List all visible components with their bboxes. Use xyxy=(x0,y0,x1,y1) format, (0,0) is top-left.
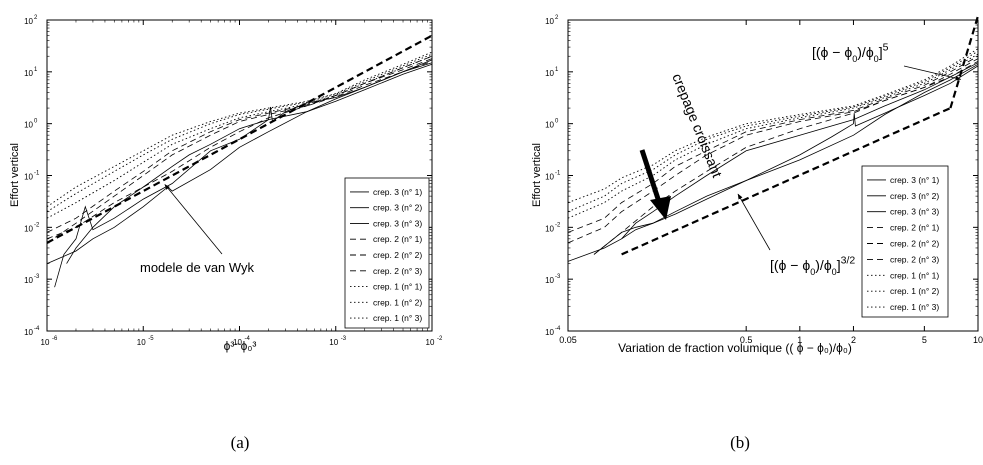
y-tick-exponent: -3 xyxy=(555,274,561,280)
legend-b: crep. 3 (n° 1) crep. 3 (n° 2) crep. 3 (n° … xyxy=(862,166,948,317)
y-tick-exponent: -2 xyxy=(34,222,40,228)
y-tick-exponent: 0 xyxy=(555,119,559,125)
x-tick-label: 10 xyxy=(41,338,50,347)
annotation-van-wyk: modele de van Wyk xyxy=(140,260,255,275)
y-tick-label: 10 xyxy=(545,224,554,233)
y-tick-exponent: -1 xyxy=(34,171,40,177)
y-tick-exponent: 1 xyxy=(555,67,559,73)
y-tick-label: 10 xyxy=(24,17,33,26)
legend-entry: crep. 2 (n° 1) xyxy=(373,234,422,244)
y-tick-label: 10 xyxy=(24,224,33,233)
y-tick-label: 10 xyxy=(24,69,33,78)
x-tick-label: 10 xyxy=(329,338,338,347)
y-tick-exponent: -3 xyxy=(34,274,40,280)
x-axis-label-a: ϕ³⁻ϕ₀³ xyxy=(224,339,257,353)
y-tick-exponent: 2 xyxy=(34,15,38,21)
x-tick-label: 5 xyxy=(922,335,927,345)
y-tick-label: 10 xyxy=(545,121,554,130)
y-tick-label: 10 xyxy=(24,173,33,182)
x-tick-label: 10 xyxy=(973,335,983,345)
y-tick-label: 10 xyxy=(24,328,33,337)
legend-entry: crep. 1 (n° 2) xyxy=(890,286,939,296)
legend-entry: crep. 3 (n° 1) xyxy=(890,175,939,185)
y-tick-exponent: -1 xyxy=(555,171,561,177)
y-axis-label-a: Effort vertical xyxy=(9,143,21,207)
legend-entry: crep. 3 (n° 2) xyxy=(890,191,939,201)
x-tick-exponent: -3 xyxy=(341,336,347,342)
x-tick-exponent: -6 xyxy=(52,336,58,342)
legend-entry: crep. 1 (n° 1) xyxy=(373,282,422,292)
legend-entry: crep. 3 (n° 3) xyxy=(373,218,422,228)
legend-a: crep. 3 (n° 1) crep. 3 (n° 2) crep. 3 (n° … xyxy=(345,178,429,328)
y-tick-label: 10 xyxy=(24,121,33,130)
y-tick-label: 10 xyxy=(545,276,554,285)
panel-a: 10 -410 -310 -210 -110 010 110 210 -6 10 -5 10 -4 10-… xyxy=(9,15,443,452)
panel-label-b: (b) xyxy=(730,433,750,452)
y-tick-exponent: 2 xyxy=(555,15,559,21)
legend-entry: crep. 2 (n° 3) xyxy=(373,266,422,276)
y-tick-label: 10 xyxy=(24,276,33,285)
legend-entry: crep. 3 (n° 3) xyxy=(890,207,939,217)
legend-entry: crep. 2 (n° 3) xyxy=(890,254,939,264)
y-tick-label: 10 xyxy=(545,328,554,337)
y-tick-exponent: -4 xyxy=(555,326,561,332)
x-tick-exponent: -5 xyxy=(148,336,154,342)
panel-label-a: (a) xyxy=(231,433,250,452)
x-tick-exponent: -2 xyxy=(437,336,443,342)
y-axis-label-b: Effort vertical xyxy=(531,143,543,207)
y-tick-exponent: 0 xyxy=(34,119,38,125)
x-tick-label: 10 xyxy=(426,338,435,347)
legend-entry: crep. 1 (n° 3) xyxy=(373,313,422,323)
legend-entry: crep. 2 (n° 2) xyxy=(373,250,422,260)
legend-entry: crep. 2 (n° 2) xyxy=(890,239,939,249)
legend-entry: crep. 1 (n° 2) xyxy=(373,297,422,307)
x-axis-label-b: Variation de fraction volumique (( ϕ − ϕ… xyxy=(618,341,852,355)
legend-entry: crep. 1 (n° 1) xyxy=(890,270,939,280)
y-tick-label: 10 xyxy=(545,17,554,26)
y-tick-exponent: -2 xyxy=(555,222,561,228)
x-tick-label: 10 xyxy=(137,338,146,347)
legend-entry: crep. 3 (n° 1) xyxy=(373,187,422,197)
legend-entry: crep. 3 (n° 2) xyxy=(373,203,422,213)
legend-entry: crep. 1 (n° 3) xyxy=(890,302,939,312)
y-tick-exponent: 1 xyxy=(34,67,38,73)
y-tick-exponent: -4 xyxy=(34,326,40,332)
x-tick-label: 0.05 xyxy=(559,335,577,345)
y-tick-label: 10 xyxy=(545,173,554,182)
legend-entry: crep. 2 (n° 1) xyxy=(890,223,939,233)
y-tick-label: 10 xyxy=(545,69,554,78)
